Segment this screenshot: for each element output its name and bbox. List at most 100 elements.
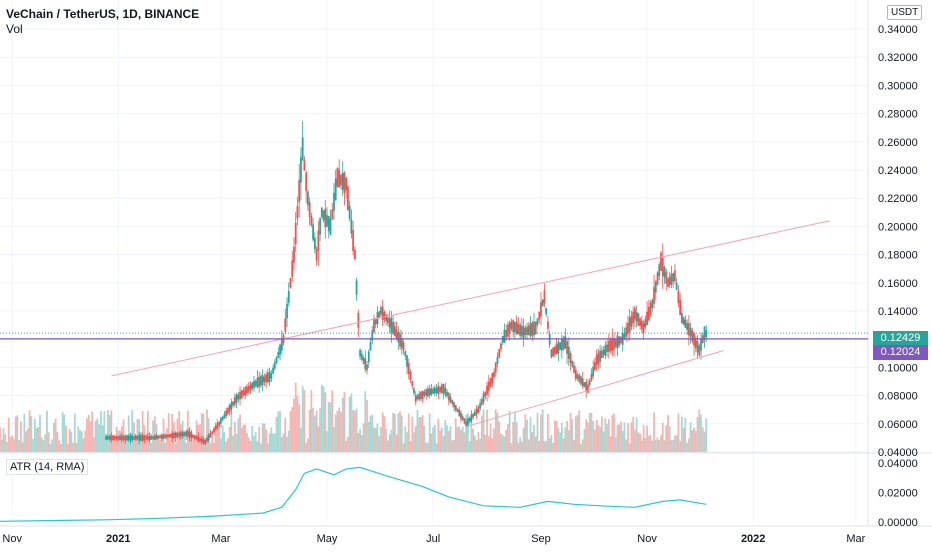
volume-bar bbox=[9, 437, 12, 452]
candle-body bbox=[658, 264, 661, 277]
candle-body bbox=[614, 338, 617, 347]
candle-body bbox=[679, 299, 682, 316]
volume-bar bbox=[402, 443, 405, 452]
volume-bar bbox=[555, 421, 558, 452]
candle-body bbox=[517, 324, 520, 335]
candle-body bbox=[522, 326, 525, 338]
volume-bar bbox=[185, 442, 188, 452]
volume-bar bbox=[260, 443, 262, 452]
candle-body bbox=[456, 408, 459, 412]
volume-bar bbox=[423, 425, 426, 452]
volume-bar bbox=[209, 443, 212, 452]
volume-bar bbox=[202, 413, 205, 452]
currency-badge[interactable]: USDT bbox=[887, 5, 923, 20]
candle-body bbox=[627, 322, 629, 334]
candle-body bbox=[425, 389, 428, 396]
candle-body bbox=[458, 410, 461, 416]
candle-body bbox=[115, 436, 118, 440]
candle-body bbox=[583, 382, 586, 387]
volume-bar bbox=[560, 422, 563, 452]
volume-bar bbox=[611, 415, 614, 452]
candle-body bbox=[420, 392, 422, 400]
candle-body bbox=[113, 436, 116, 440]
volume-bar bbox=[552, 443, 555, 452]
volume-bar bbox=[200, 413, 203, 452]
volume-bar bbox=[623, 422, 626, 452]
volume-bar bbox=[40, 437, 43, 452]
volume-bar bbox=[698, 409, 701, 452]
candle-body bbox=[141, 435, 144, 441]
candle-body bbox=[623, 332, 626, 339]
candle-body bbox=[606, 344, 608, 353]
volume-bar bbox=[282, 433, 285, 452]
candle-body bbox=[329, 218, 332, 235]
candle-body bbox=[242, 390, 245, 396]
volume-bar bbox=[369, 415, 372, 452]
candle-body bbox=[526, 326, 528, 335]
candle-body bbox=[284, 318, 287, 332]
candle-body bbox=[421, 390, 424, 399]
candle-body bbox=[204, 439, 207, 445]
candle-body bbox=[162, 434, 165, 439]
candle-body bbox=[331, 209, 334, 219]
candle-body bbox=[294, 222, 297, 245]
candle-body bbox=[512, 320, 515, 332]
candle-body bbox=[202, 439, 205, 444]
volume-bar bbox=[400, 415, 403, 452]
volume-bar bbox=[96, 418, 99, 452]
price-tick-label: 0.04000 bbox=[878, 447, 918, 459]
candle-body bbox=[326, 215, 328, 227]
candle-body bbox=[682, 317, 685, 325]
candle-body bbox=[157, 435, 160, 439]
volume-bar bbox=[63, 414, 66, 452]
atr-indicator-label[interactable]: ATR (14, RMA) bbox=[6, 459, 89, 475]
candle-body bbox=[503, 329, 506, 343]
volume-bar bbox=[564, 427, 567, 452]
volume-bar bbox=[548, 438, 551, 452]
volume-bar bbox=[25, 431, 27, 452]
candle-body bbox=[500, 343, 502, 350]
volume-bar bbox=[590, 412, 593, 452]
volume-bar bbox=[86, 418, 88, 452]
candle-body bbox=[585, 381, 588, 392]
candle-body bbox=[540, 302, 542, 317]
volume-bar bbox=[82, 438, 85, 452]
volume-bar bbox=[547, 413, 549, 452]
volume-bar bbox=[388, 434, 391, 452]
volume-bar bbox=[268, 433, 271, 452]
candle-body bbox=[562, 337, 565, 350]
candle-body bbox=[308, 202, 311, 217]
volume-bar bbox=[647, 436, 650, 452]
candle-body bbox=[480, 399, 483, 405]
volume-bar bbox=[364, 391, 367, 452]
candle-body bbox=[164, 434, 167, 438]
candle-body bbox=[160, 434, 163, 439]
volume-bar bbox=[430, 433, 433, 452]
volume-bar bbox=[159, 439, 161, 452]
volume-bar bbox=[239, 414, 241, 452]
candle-body bbox=[680, 313, 683, 324]
time-tick-label: Nov bbox=[637, 533, 657, 545]
volume-bar bbox=[127, 415, 130, 452]
candle-body bbox=[454, 404, 457, 411]
volume-bar bbox=[409, 441, 412, 452]
candle-body bbox=[644, 319, 647, 328]
volume-bar bbox=[628, 443, 631, 452]
candle-body bbox=[176, 433, 179, 437]
candle-body bbox=[560, 339, 563, 351]
volume-bar bbox=[639, 433, 642, 452]
time-tick-label: Mar bbox=[211, 533, 230, 545]
volume-bar bbox=[360, 435, 363, 452]
candle-body bbox=[300, 157, 302, 183]
candle-body bbox=[588, 380, 591, 386]
candle-body bbox=[592, 366, 595, 377]
candle-body bbox=[211, 431, 214, 434]
volume-bar bbox=[486, 409, 488, 452]
volume-bar bbox=[221, 425, 224, 452]
volume-bar bbox=[435, 443, 438, 452]
volume-bar bbox=[653, 412, 655, 452]
volume-bar bbox=[247, 437, 250, 452]
volume-bar bbox=[333, 426, 335, 452]
volume-bar bbox=[300, 427, 302, 452]
